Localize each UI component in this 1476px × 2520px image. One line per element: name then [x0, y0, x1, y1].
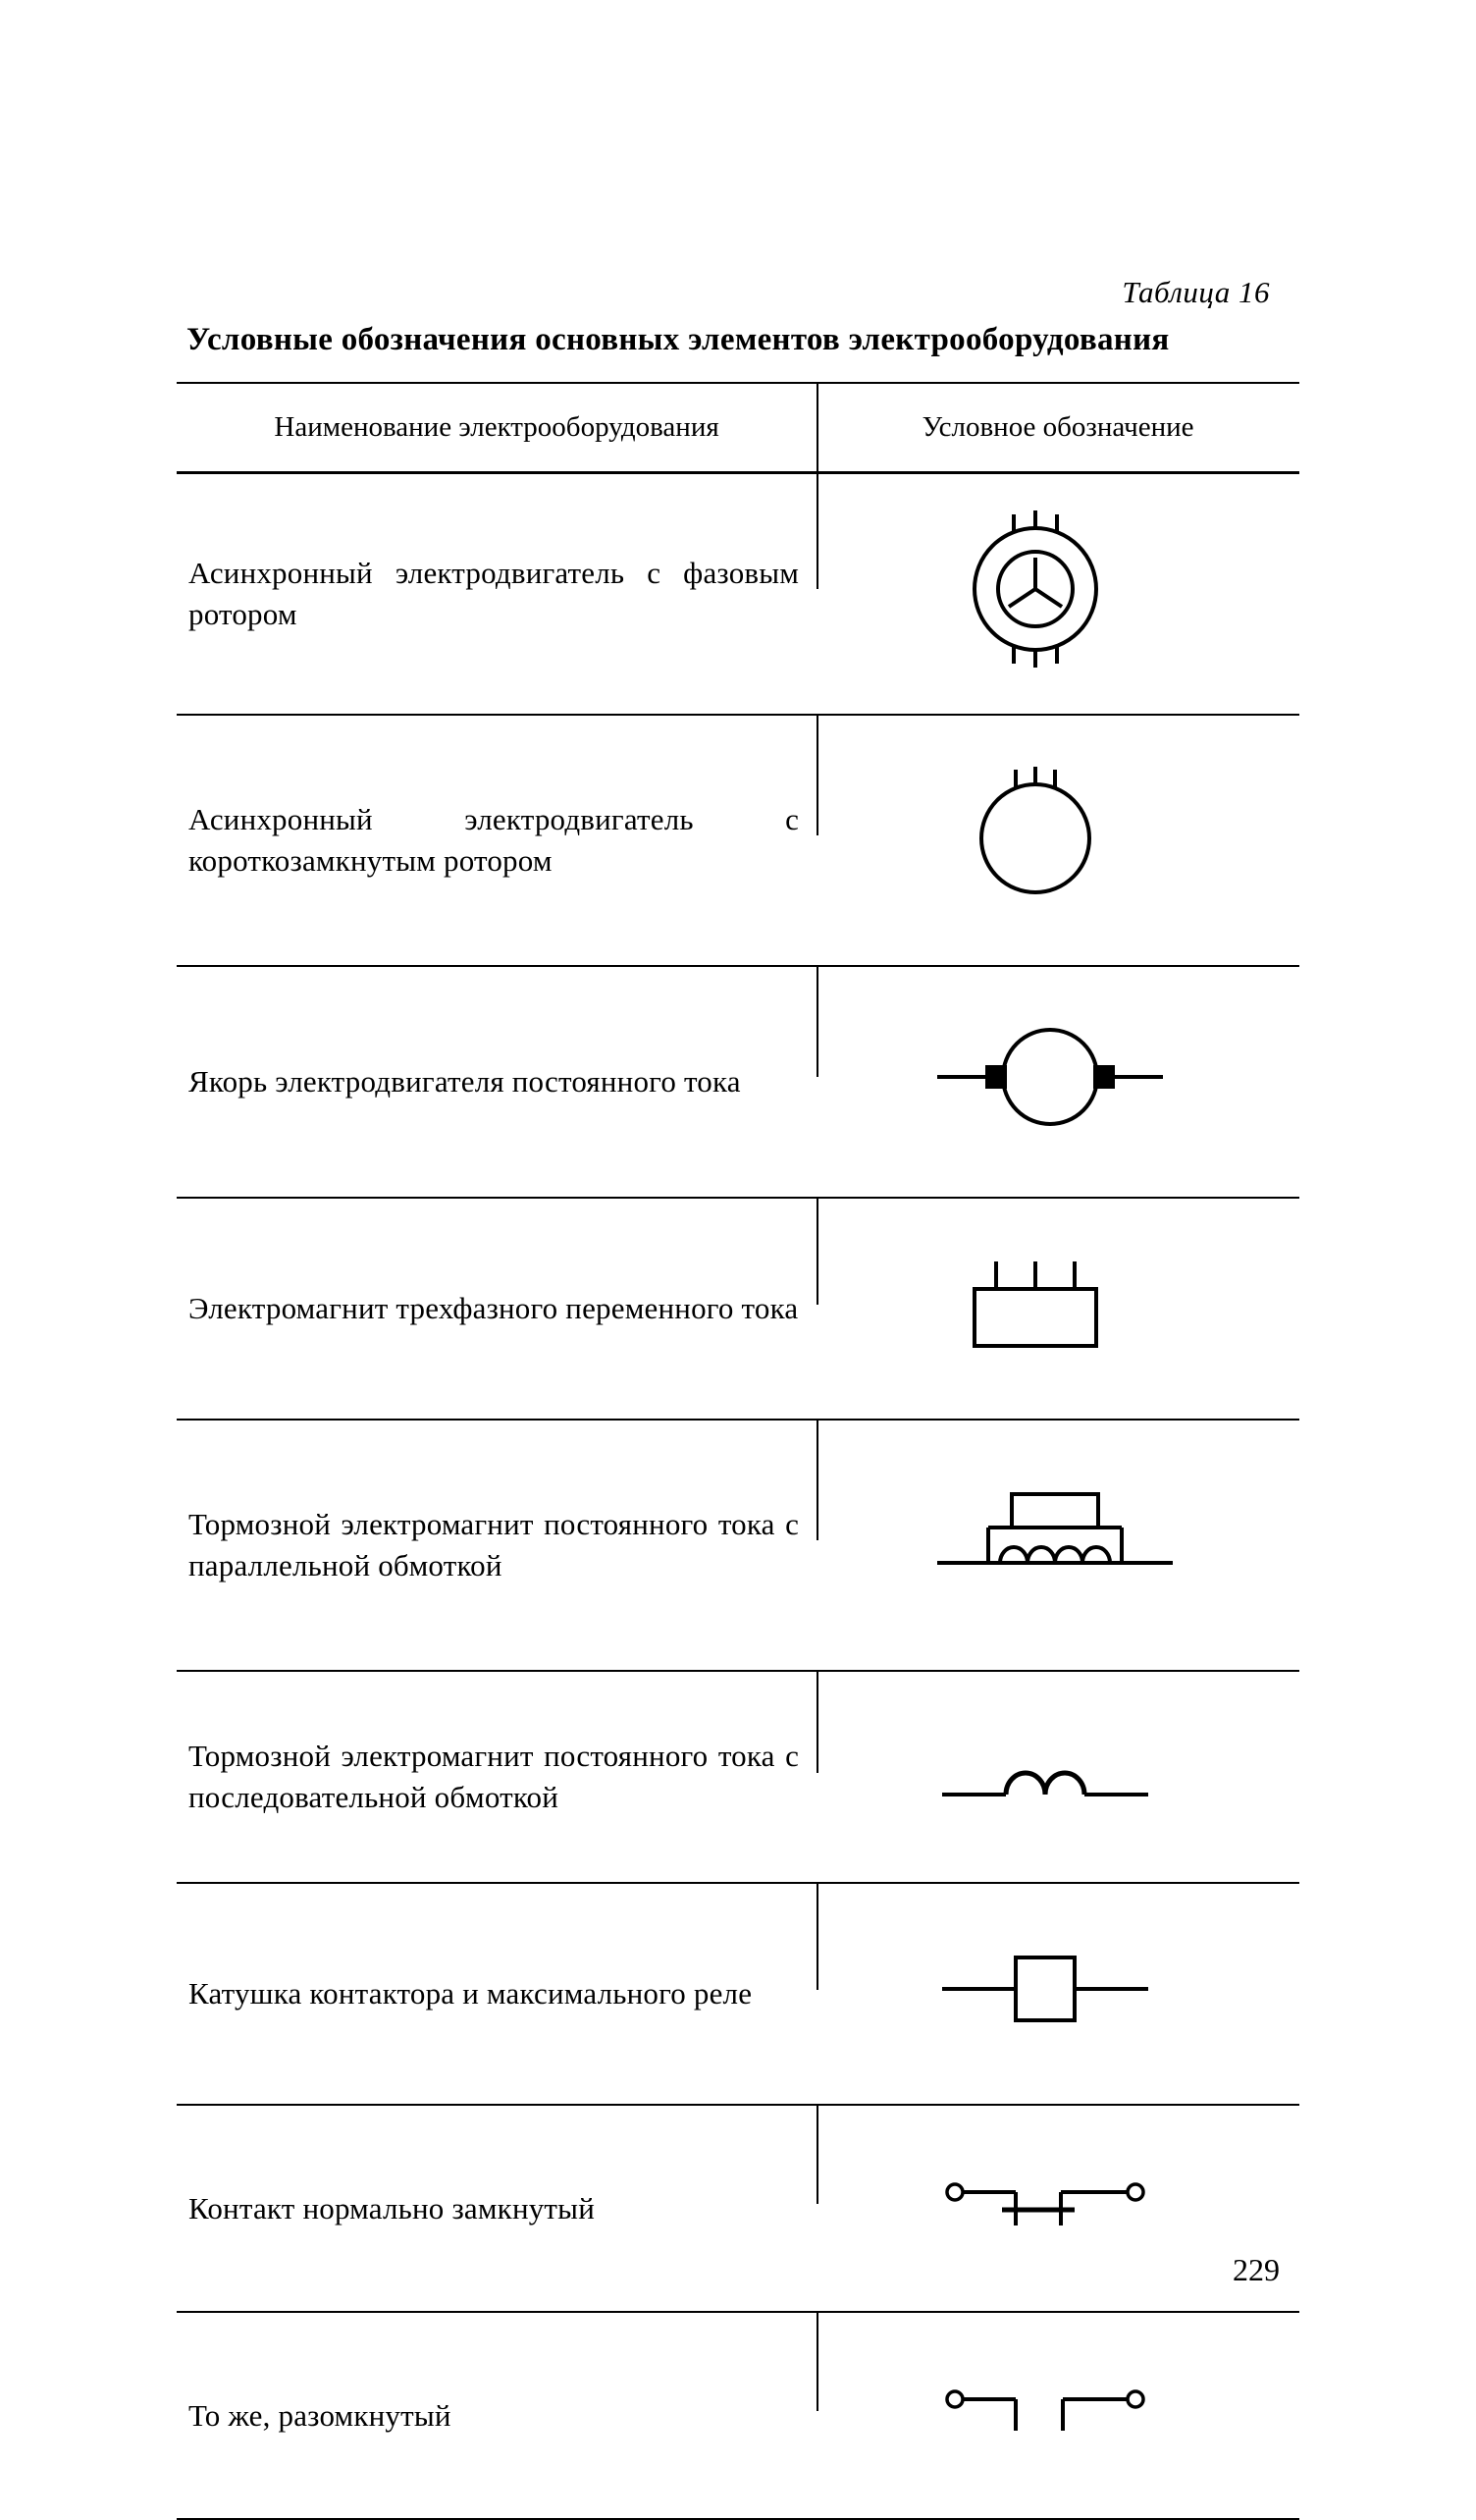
symbols-table: Наименование электрооборудования Условно… [177, 382, 1299, 2520]
table-row: Электромагнит трехфазного переменного то… [177, 1198, 1299, 1420]
row-name: То же, разомкнутый [177, 2312, 817, 2519]
col-header-name: Наименование электрооборудования [177, 383, 817, 473]
table-row: То же, разомкнутый [177, 2312, 1299, 2519]
row-name: Якорь электродвигателя постоянного тока [177, 966, 817, 1198]
table-row: Тормозной электромагнит постоянного тока… [177, 1671, 1299, 1883]
row-symbol [817, 1198, 1299, 1420]
sym-coil-icon [927, 1930, 1183, 2048]
sym-dc-armature-icon [927, 1008, 1183, 1146]
row-name: Электромагнит трехфазного переменного то… [177, 1198, 817, 1420]
sym-brake-series-icon [927, 1723, 1183, 1821]
sym-async-phase-rotor-icon [927, 506, 1183, 672]
table-number: Таблица 16 [177, 275, 1270, 310]
row-name: Контакт нормально замкнутый [177, 2105, 817, 2312]
table-body: Асинхронный электродвигатель с фазовым р… [177, 473, 1299, 2520]
row-symbol [817, 2312, 1299, 2519]
col-header-symbol: Условное обозначение [817, 383, 1299, 473]
table-row: Тормозной электромагнит постоянного тока… [177, 1420, 1299, 1671]
main-title: Условные обозначения основных элементов … [186, 322, 1299, 358]
sym-contact-no-icon [927, 2366, 1183, 2454]
page: Таблица 16 Условные обозначения основных… [0, 0, 1476, 2450]
row-name: Тормозной электромагнит постоянного тока… [177, 1671, 817, 1883]
row-symbol [817, 2105, 1299, 2312]
row-symbol [817, 1420, 1299, 1671]
table-row: Катушка контактора и максимального реле [177, 1883, 1299, 2105]
table-header-row: Наименование электрооборудования Условно… [177, 383, 1299, 473]
sym-brake-parallel-icon [927, 1457, 1183, 1624]
row-name: Катушка контактора и максимального реле [177, 1883, 817, 2105]
row-symbol [817, 1671, 1299, 1883]
row-name: Асинхронный электродвигатель с фазовым р… [177, 473, 817, 716]
sym-async-squirrel-icon [927, 752, 1183, 919]
table-row: Асинхронный электродвигатель с фазовым р… [177, 473, 1299, 716]
row-symbol [817, 966, 1299, 1198]
table-row: Контакт нормально замкнутый [177, 2105, 1299, 2312]
table-row: Якорь электродвигателя постоянного тока [177, 966, 1299, 1198]
row-symbol [817, 715, 1299, 966]
row-symbol [817, 473, 1299, 716]
sym-contact-nc-icon [927, 2159, 1183, 2247]
row-symbol [817, 1883, 1299, 2105]
row-name: Асинхронный электродвигатель с короткоза… [177, 715, 817, 966]
table-row: Асинхронный электродвигатель с короткоза… [177, 715, 1299, 966]
row-name: Тормозной электромагнит постоянного тока… [177, 1420, 817, 1671]
sym-em-3phase-icon [927, 1235, 1183, 1372]
page-number: 229 [1233, 2252, 1280, 2288]
